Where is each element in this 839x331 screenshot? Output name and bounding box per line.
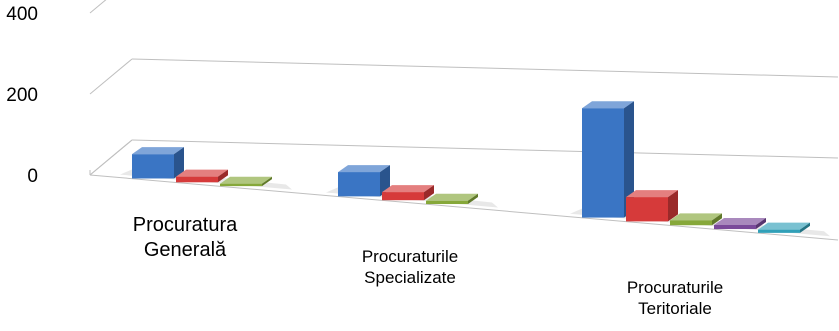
chart-grid — [89, 0, 839, 241]
bar-c2-s1 — [626, 190, 678, 222]
bar-c2-s0 — [582, 101, 634, 218]
y-tick-label: 0 — [27, 166, 38, 187]
gridline-side — [89, 139, 133, 176]
y-tick-label: 200 — [6, 85, 38, 106]
gridline-side — [89, 0, 107, 14]
chart-bars — [132, 101, 810, 233]
bar-c2-s2 — [670, 213, 722, 226]
bar-c0-s1 — [176, 169, 228, 183]
category-label-procuratura-generala: Procuratura Generală — [132, 214, 238, 261]
bar-c2-s3 — [714, 217, 766, 230]
bar-c0-s0 — [132, 147, 184, 179]
floor-front-line — [89, 174, 839, 241]
bar-c0-s2 — [220, 176, 272, 187]
bar-c1-s1 — [382, 185, 434, 201]
y-tick-label: 400 — [6, 4, 38, 25]
category-label-procuraturile-teritoriale: Procuraturile Teritoriale — [626, 278, 724, 319]
bar-c1-s2 — [426, 193, 478, 205]
y-axis: 0 200 400 — [6, 4, 38, 187]
category-label-procuraturile-specializate: Procuraturile Specializate — [361, 247, 459, 288]
bar-c2-s4 — [758, 222, 810, 233]
bar-c1-s0 — [338, 165, 390, 197]
gridline-side — [89, 58, 133, 95]
gridline — [131, 139, 839, 159]
gridline — [131, 58, 839, 78]
